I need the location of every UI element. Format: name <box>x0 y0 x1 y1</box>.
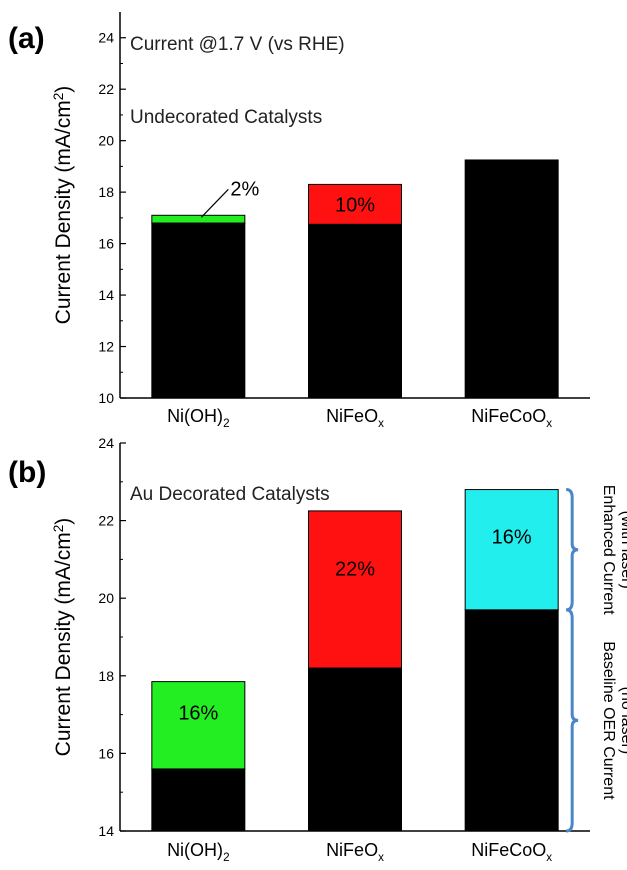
chart-annotation: Current @1.7 V (vs RHE) <box>130 34 345 55</box>
panel-label: (a) <box>8 22 45 55</box>
y-tick-label: 22 <box>98 81 114 97</box>
brace-label-enhanced: (with laser) <box>618 511 627 589</box>
y-tick-label: 20 <box>98 133 114 149</box>
panel-b-chart: (b) Au Decorated Catalysts 14 16 18 20 22 24 Cur… <box>8 435 627 864</box>
bar-data-label: 10% <box>335 194 375 216</box>
y-axis-label: Current Density (mA/cm2) <box>51 518 75 757</box>
x-category-label: NiFeCoOx <box>471 840 552 864</box>
bar-baseline <box>151 222 246 399</box>
bar-enhanced <box>308 510 402 669</box>
y-tick-label: 12 <box>98 339 114 355</box>
bar-enhanced <box>464 489 559 611</box>
bar-data-label: 2% <box>230 178 259 200</box>
y-tick-label: 10 <box>98 390 114 406</box>
bar-enhanced <box>308 183 402 225</box>
panel-label: (b) <box>8 456 46 489</box>
y-tick-label: 14 <box>98 287 114 303</box>
bar-baseline <box>464 609 559 832</box>
y-axis-label: Current Density (mA/cm2) <box>51 86 75 325</box>
brace-label-baseline: Baseline OER Current <box>600 641 617 800</box>
y-tick-label: 24 <box>98 435 114 451</box>
bar-data-label: 22% <box>335 558 375 580</box>
x-category-label: NiFeCoOx <box>471 406 552 430</box>
brace-enhanced <box>566 488 579 612</box>
bar-data-label: 16% <box>492 527 532 549</box>
y-tick-label: 18 <box>98 184 114 200</box>
y-tick-label: 16 <box>98 236 114 252</box>
bar-baseline <box>308 667 402 832</box>
bar-baseline <box>151 768 246 832</box>
x-category-label: NiFeOx <box>326 406 384 430</box>
x-category-label: Ni(OH)2 <box>167 406 230 430</box>
y-tick-label: 18 <box>98 668 114 684</box>
bar-enhanced <box>151 214 246 224</box>
y-tick-label: 22 <box>98 513 114 529</box>
bar-baseline <box>464 159 559 399</box>
brace-label-baseline: (no laser) <box>618 687 627 755</box>
bar-data-label: 16% <box>178 702 218 724</box>
y-tick-label: 20 <box>98 590 114 606</box>
brace-label-enhanced: Enhanced Current <box>600 485 617 615</box>
y-tick-label: 16 <box>98 745 114 761</box>
y-tick-label: 14 <box>98 823 114 839</box>
chart-annotation: Undecorated Catalysts <box>130 107 322 128</box>
y-tick-label: 24 <box>98 30 114 46</box>
chart-annotation: Au Decorated Catalysts <box>130 484 330 505</box>
x-category-label: NiFeOx <box>326 840 384 864</box>
brace-baseline <box>566 608 579 833</box>
x-category-label: Ni(OH)2 <box>167 840 230 864</box>
panel-a-chart: (a) Current @1.7 V (vs RHE) Undecorated Ca… <box>8 12 590 430</box>
label-pointer-line <box>200 188 229 218</box>
bar-baseline <box>308 223 402 399</box>
bar-enhanced <box>151 681 246 770</box>
